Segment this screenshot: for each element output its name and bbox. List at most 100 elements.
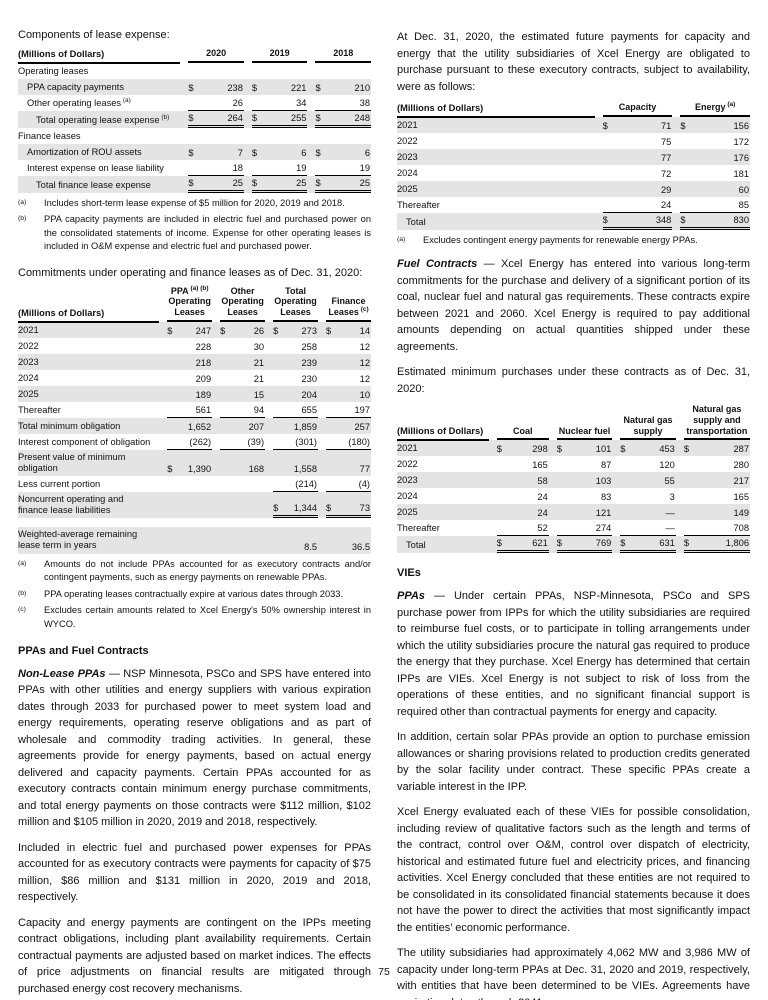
cell-value: 156 [733,120,749,131]
row-label-line: Finance leases [18,130,81,141]
table-cell: 217 [676,472,750,488]
table-cell: $25 [180,176,244,193]
table-cell: (39) [212,434,266,450]
cell-value: (214) [295,479,318,490]
column-header-line: Leases [174,306,205,317]
table-row: 2025 24 121 — 149 [397,504,750,521]
table-cell: 75 [595,133,673,149]
dollar-sign: $ [326,503,332,514]
footnote-text: Excludes certain amounts related to Xcel… [44,605,371,629]
table-row: Weighted-average remaining lease term in … [18,527,371,554]
dollar-sign: $ [315,177,321,188]
table-column-header: PPA (a) (b) Operating Leases [159,284,213,322]
table-label-header: (Millions of Dollars) [18,48,181,64]
table-cell: 87 [549,456,613,472]
section-heading-ppas-fuel-contracts: PPAs and Fuel Contracts [18,644,149,657]
dollar-sign: $ [251,147,258,158]
column-header-line: Energy (a) [695,101,736,113]
table-row: 2025 189 15 204 10 [18,385,371,402]
row-label-line: Other operating leases (a) [27,96,131,108]
row-label-line: Total minimum obligation [18,420,121,431]
row-label-line: Interest expense on lease liability [27,162,164,173]
row-label-line: 2021 [18,324,39,335]
capacity-energy-footnotes: (a) Excludes contingent energy payments f… [397,234,750,247]
cell-value: 621 [532,538,548,549]
column-header-line: Other [230,285,255,296]
lease-expense-intro: Components of lease expense: [18,29,170,41]
column-header-line: Natural gas [692,404,742,415]
table-cell: 1,558 [265,450,318,476]
footnote-marker: (a) (b) [188,284,209,292]
cell-value: 168 [248,464,265,475]
table-cell: 34 [244,95,308,111]
spacer-cell [18,518,371,528]
row-label: Less current portion [18,476,159,492]
row-label: 2025 [397,181,595,197]
footnote-marker: (c) [358,305,369,313]
cell-value: 6 [364,147,370,158]
row-label: 2021 [397,440,489,456]
table-row: 2023 77 176 [397,148,750,165]
row-label: Noncurrent operating and finance lease li… [18,492,159,518]
table-cell: 21 [212,354,265,370]
cell-value: 165 [733,492,749,503]
table-cell: $273 [265,322,318,338]
lease-commitments-table: (Millions of Dollars) PPA (a) (b) Operatin… [18,284,371,554]
cell-value: 561 [195,404,212,415]
cell-value: 3 [669,492,675,503]
vie-ppas-text: — Under certain PPAs, NSP-Minnesota, PSC… [397,590,750,718]
cell-value: 1,344 [293,503,318,514]
commitments-intro: Commitments under operating and finance … [18,266,363,279]
cell-value: 7 [237,147,243,158]
table-column-header: 2019 [244,48,308,63]
table-row: 2023 58 103 55 217 [397,472,750,489]
cell-value: 1,806 [725,538,749,549]
cell-value: 18 [232,162,243,173]
table-cell: $26 [212,322,265,338]
cell-value: 218 [195,357,212,368]
table-row: Total operating lease expense (b) $264 $25… [18,110,371,128]
table-row: 2024 24 83 3 165 [397,488,750,504]
cell-value: 94 [253,404,265,415]
row-label-line: Weighted-average remaining [18,529,138,540]
dollar-sign: $ [188,147,194,158]
table-cell: 21 [212,370,265,386]
table-cell: 561 [159,402,213,418]
table-cell: 209 [159,370,212,386]
cell-value: 453 [659,444,675,455]
row-label-line: 2024 [18,372,39,383]
table-row: 2021 $247 $26 $273 $14 [18,321,371,338]
row-label-line: 2025 [397,183,418,194]
table-cell: $830 [672,213,750,230]
dollar-sign: $ [496,444,502,455]
dollar-sign: $ [188,82,194,93]
paragraph-capacity-payments: Included in electric fuel and purchased … [18,841,371,904]
column-header-line: supply [633,425,663,436]
footnote-text: PPA operating leases contractually expir… [44,588,344,599]
cell-value: 10 [359,389,370,400]
row-label: 2022 [397,133,595,149]
table-cell: $156 [672,117,750,133]
cell-value: 72 [660,168,672,179]
table-cell: $1,806 [676,536,750,554]
vie-ppas-lead: PPAs [397,590,425,603]
dollar-sign: $ [496,538,502,549]
cell-value: 210 [354,82,370,93]
table-cell: $25 [244,176,308,193]
row-label-line: lease term in years [18,540,97,551]
table-cell: 12 [318,370,371,386]
lease-expense-footnotes: (a) Includes short-term lease expense of … [18,197,371,254]
cell-value: 25 [296,177,307,188]
footnote: (b) PPA operating leases contractually ex… [18,588,371,601]
column-header-line: transportation [686,425,748,436]
table-column-header: Finance Leases (c) [318,286,371,322]
dollar-sign: $ [188,177,194,188]
table-cell: 655 [265,402,319,418]
table-row: 2021 $71 $156 [397,116,750,133]
table-cell: 207 [212,418,265,434]
table-cell: $14 [318,322,371,338]
table-cell: 181 [672,165,750,181]
table-row: Total minimum obligation 1,652 207 1,859 257 [18,417,371,434]
cell-value: 26 [253,325,265,336]
dollar-sign: $ [273,325,279,336]
